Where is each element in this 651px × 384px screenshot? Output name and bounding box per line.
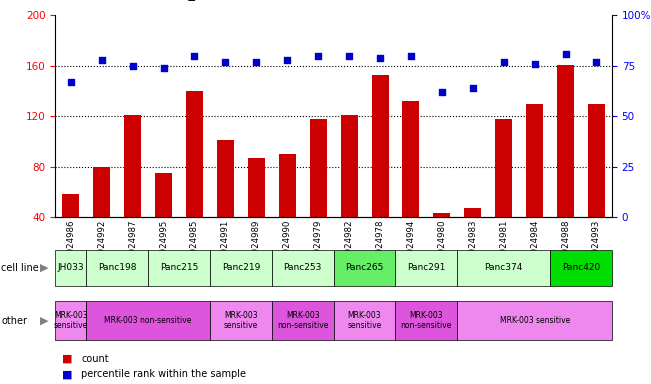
Bar [557,65,574,217]
Point [313,53,324,59]
Point [499,59,509,65]
Text: Panc420: Panc420 [562,263,600,272]
Text: MRK-003
sensitive: MRK-003 sensitive [224,311,258,330]
Point [467,85,478,91]
Point [561,51,571,57]
Bar [124,115,141,217]
Text: Panc374: Panc374 [484,263,523,272]
Point [344,53,354,59]
Text: MRK-003
non-sensitive: MRK-003 non-sensitive [277,311,328,330]
Bar [155,173,172,217]
Bar [310,119,327,217]
Point [158,65,169,71]
Point [282,57,292,63]
Text: MRK-003 non-sensitive: MRK-003 non-sensitive [104,316,192,325]
Text: other: other [1,316,27,326]
Text: percentile rank within the sample: percentile rank within the sample [81,369,246,379]
Bar [526,104,543,217]
Bar [279,154,296,217]
Text: count: count [81,354,109,364]
Text: Panc215: Panc215 [160,263,198,272]
Text: cell line: cell line [1,263,39,273]
Point [220,59,230,65]
Text: ■: ■ [62,354,72,364]
Point [251,59,262,65]
Bar [434,213,450,217]
Bar [186,91,203,217]
Bar [588,104,605,217]
Point [591,59,602,65]
Text: MRK-003
sensitive: MRK-003 sensitive [53,311,88,330]
Point [406,53,416,59]
Text: JH033: JH033 [57,263,84,272]
Text: Panc265: Panc265 [346,263,383,272]
Text: ▶: ▶ [40,316,49,326]
Bar [93,167,110,217]
Text: MRK-003
non-sensitive: MRK-003 non-sensitive [401,311,452,330]
Point [128,63,138,69]
Bar [248,158,265,217]
Text: Panc198: Panc198 [98,263,137,272]
Bar [217,140,234,217]
Bar [62,194,79,217]
Text: Panc253: Panc253 [284,263,322,272]
Point [375,55,385,61]
Bar [402,101,419,217]
Text: MRK-003 sensitive: MRK-003 sensitive [499,316,570,325]
Text: ▶: ▶ [40,263,49,273]
Text: Panc291: Panc291 [408,263,445,272]
Bar [495,119,512,217]
Bar [372,74,389,217]
Point [437,89,447,95]
Point [529,61,540,67]
Text: Panc219: Panc219 [222,263,260,272]
Text: MRK-003
sensitive: MRK-003 sensitive [348,311,381,330]
Text: ■: ■ [62,369,72,379]
Point [96,57,107,63]
Bar [340,115,357,217]
Bar [464,208,481,217]
Point [66,79,76,85]
Point [189,53,200,59]
